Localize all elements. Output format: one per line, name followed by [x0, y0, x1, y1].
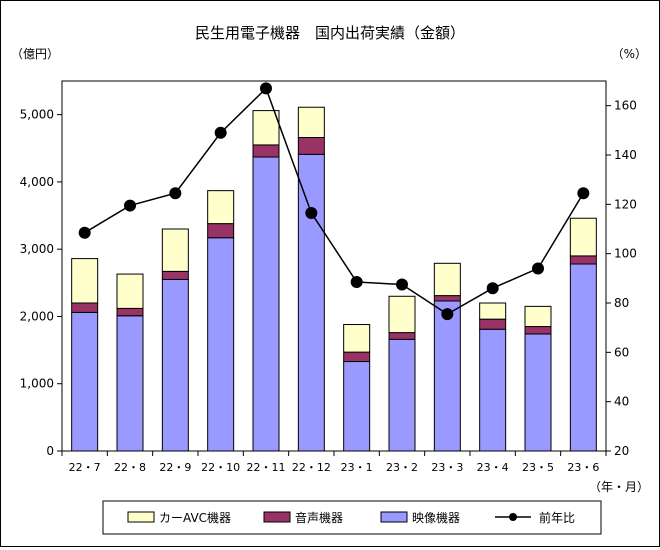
y-right-tick-label: 40: [614, 395, 629, 409]
point-yoy: [169, 187, 182, 200]
bar-audio: [479, 318, 507, 330]
bar-car-avc: [479, 302, 507, 320]
x-tick-label: 22・10: [201, 461, 240, 474]
bar-video: [297, 153, 325, 452]
legend-swatch-video: [380, 511, 408, 523]
bar-audio: [116, 307, 144, 317]
bar-audio: [297, 137, 325, 155]
bar-video: [207, 237, 235, 452]
x-tick-label: 22・7: [69, 461, 101, 474]
bar-audio: [71, 302, 99, 313]
point-yoy: [214, 126, 227, 139]
bar-audio: [388, 332, 416, 340]
bar-video: [343, 361, 371, 452]
x-tick-label: 22・8: [114, 461, 146, 474]
bar-video: [388, 338, 416, 452]
bar-car-avc: [71, 258, 99, 304]
point-yoy: [78, 226, 91, 239]
point-yoy: [532, 262, 544, 275]
bar-video: [569, 263, 597, 452]
chart-title: 民生用電子機器 国内出荷実績（金額）: [195, 24, 465, 42]
y-left-tick-label: 3,000: [20, 242, 54, 256]
bar-audio: [433, 295, 461, 302]
plot-border: [61, 80, 607, 452]
y-left-tick-label: 2,000: [20, 309, 54, 323]
bar-car-avc: [343, 324, 371, 353]
y-left-tick-label: 5,000: [20, 108, 54, 122]
bar-video: [433, 300, 461, 452]
y-right-tick-label: 60: [614, 345, 629, 359]
legend-swatch-yoy-marker: [509, 513, 517, 521]
point-yoy: [124, 199, 136, 212]
y-right-unit: （%）: [612, 47, 647, 61]
y-right-tick-label: 100: [614, 247, 637, 261]
x-tick-label: 23・5: [522, 461, 554, 474]
x-tick-label: 23・2: [386, 461, 418, 474]
bar-car-avc: [433, 262, 461, 297]
bar-car-avc: [252, 110, 280, 146]
bar-audio: [252, 144, 280, 158]
bar-car-avc: [297, 106, 325, 139]
point-yoy: [305, 206, 318, 219]
point-yoy: [486, 282, 499, 295]
point-yoy: [441, 308, 454, 321]
bar-video: [524, 333, 552, 452]
bar-car-avc: [116, 273, 144, 309]
legend-label-car-avc: カーAVC機器: [159, 510, 231, 525]
y-left-unit: （億円）: [11, 47, 59, 61]
bar-car-avc: [524, 305, 552, 328]
legend: カーAVC機器 音声機器 映像機器 前年比: [102, 500, 602, 535]
bar-car-avc: [388, 295, 416, 334]
bar-car-avc: [161, 228, 189, 272]
bar-audio: [524, 326, 552, 335]
bar-video: [479, 328, 507, 452]
x-tick-label: 22・11: [247, 461, 286, 474]
x-unit: （年・月）: [589, 480, 649, 494]
bar-video: [71, 311, 99, 452]
bar-video: [116, 315, 144, 452]
y-right-tick-label: 160: [614, 99, 637, 113]
legend-swatch-car-avc: [127, 511, 155, 523]
x-tick-label: 22・12: [292, 461, 331, 474]
y-left-tick-label: 4,000: [20, 175, 54, 189]
x-tick-label: 23・1: [341, 461, 373, 474]
bar-car-avc: [207, 190, 235, 225]
bar-car-avc: [569, 217, 597, 257]
y-left-tick-label: 1,000: [20, 377, 54, 391]
x-tick-label: 23・3: [431, 461, 463, 474]
x-tick-label: 23・6: [567, 461, 599, 474]
y-left-tick-label: 0: [46, 444, 54, 458]
y-right-tick-label: 120: [614, 197, 637, 211]
legend-label-yoy: 前年比: [539, 510, 575, 525]
bar-video: [252, 156, 280, 452]
bar-video: [161, 278, 189, 452]
legend-label-video: 映像機器: [412, 510, 460, 525]
point-yoy: [396, 278, 408, 291]
legend-label-audio: 音声機器: [295, 510, 343, 525]
bar-audio: [207, 223, 235, 239]
legend-swatch-audio: [263, 511, 291, 523]
y-right-tick-label: 140: [614, 148, 637, 162]
bar-audio: [161, 270, 189, 280]
plot-area: 0 1,000 2,000 3,000 4,000 5,000 20 40 60 80 100 120…: [20, 80, 637, 474]
x-tick-label: 23・4: [477, 461, 509, 474]
bar-audio: [343, 351, 371, 363]
line-yoy: [84, 87, 584, 315]
y-right-tick-label: 20: [614, 444, 629, 458]
y-right-tick-label: 80: [614, 296, 629, 310]
point-yoy: [260, 82, 272, 95]
x-tick-label: 22・9: [159, 461, 191, 474]
bar-audio: [569, 255, 597, 265]
point-yoy: [577, 187, 590, 200]
point-yoy: [350, 276, 363, 289]
